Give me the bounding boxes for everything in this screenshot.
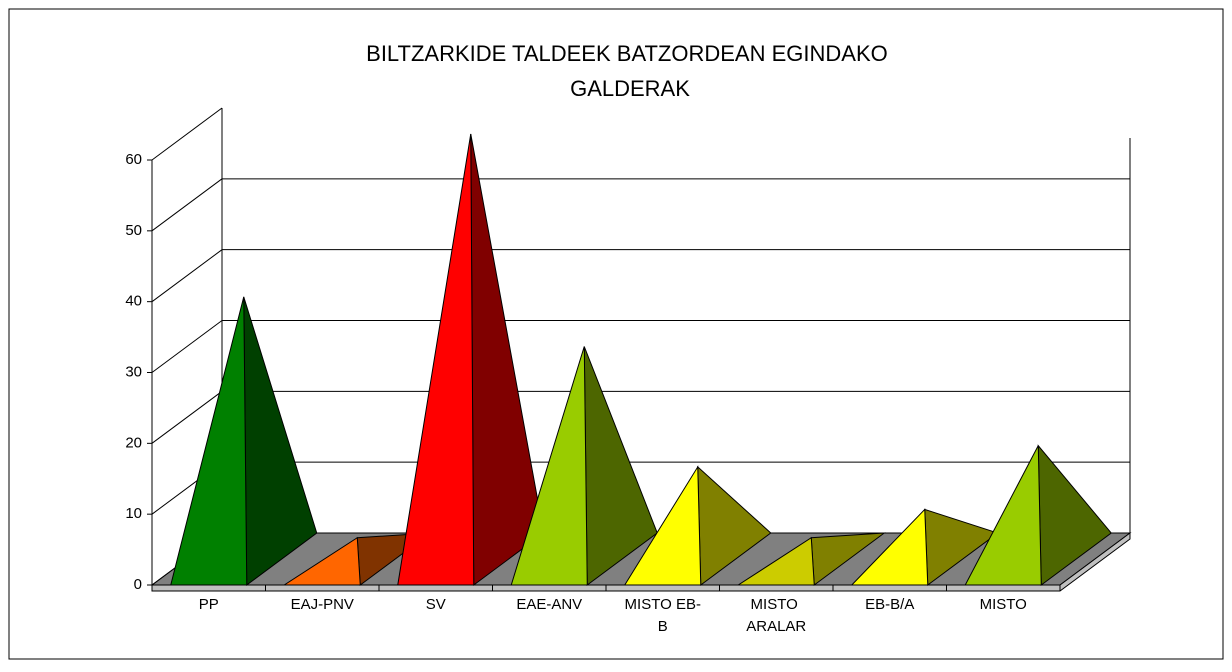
pyramid [850, 508, 999, 586]
y-tick-label: 20 [125, 434, 142, 451]
chart-title: BILTZARKIDE TALDEEK BATZORDEAN EGINDAKO … [366, 41, 894, 101]
y-tick-label: 40 [125, 293, 142, 310]
pyramid-front [623, 465, 702, 586]
pyramid [510, 346, 658, 586]
x-tick-label: PP [199, 596, 219, 613]
grid-side [151, 390, 223, 444]
pyramid [623, 465, 772, 586]
pyramid [736, 532, 886, 586]
grid-side [151, 320, 223, 373]
x-tick-label: MISTO EB-B [625, 596, 701, 635]
pyramid [170, 296, 318, 586]
y-tick-label: 10 [125, 505, 142, 522]
pyramid-front [964, 445, 1042, 586]
pyramid-front [736, 536, 815, 586]
pyramid [964, 444, 1112, 586]
pyramid-front [397, 133, 475, 586]
pyramid [397, 133, 545, 586]
y-tick-label: 60 [125, 151, 142, 168]
y-tick-label: 30 [125, 363, 142, 380]
y-tick-label: 0 [134, 576, 142, 593]
x-tick-label: EB-B/A [865, 596, 914, 613]
grid-side [151, 107, 223, 161]
x-tick-label: SV [426, 596, 446, 613]
grid-side [151, 178, 223, 232]
x-tick-label: MISTO ARALAR [746, 596, 806, 635]
x-tick-label: MISTO [980, 596, 1027, 613]
pyramid-front [170, 296, 248, 586]
y-tick-label: 50 [125, 222, 142, 239]
pyramid-front [850, 508, 929, 586]
x-tick-label: EAJ-PNV [291, 596, 354, 613]
pyramid-front [510, 346, 588, 586]
pyramid-front [282, 536, 361, 586]
x-tick-label: EAE-ANV [516, 596, 582, 613]
grid-side [151, 249, 223, 303]
